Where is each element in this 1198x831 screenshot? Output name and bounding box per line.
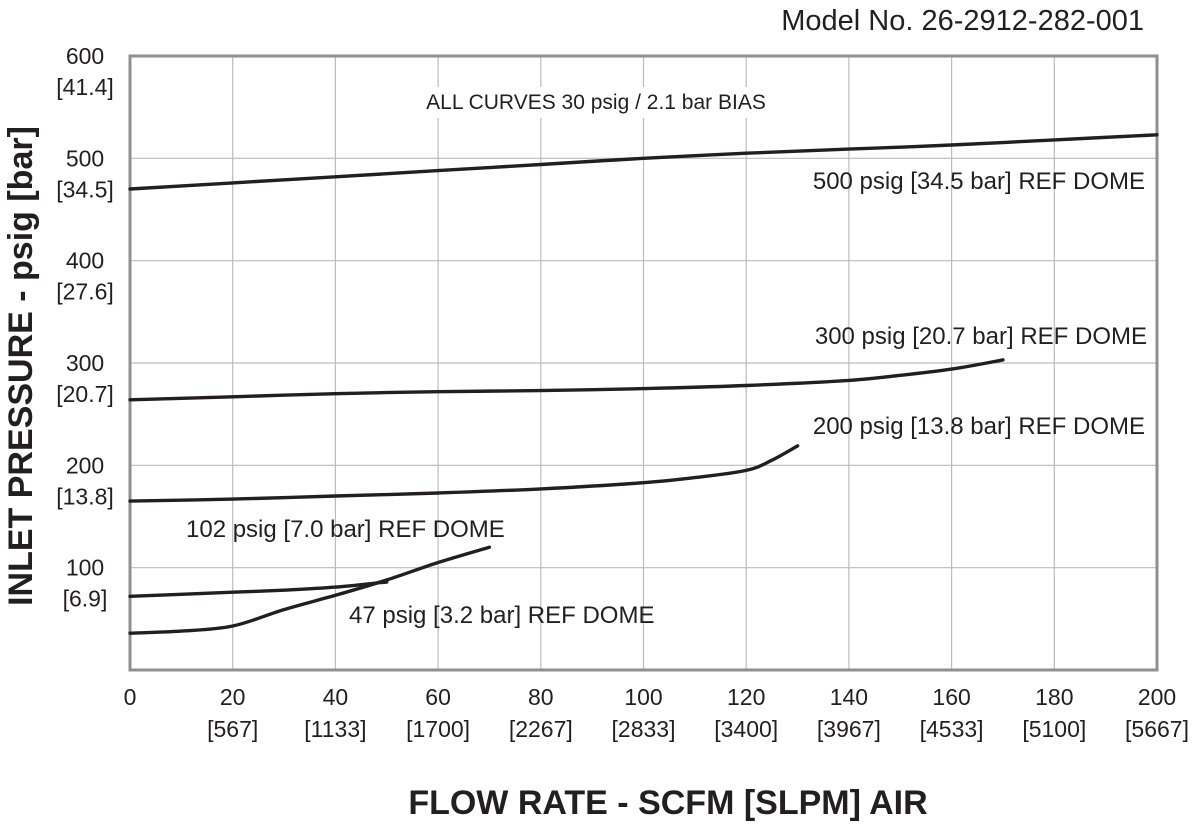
grid-lines [130,56,1157,670]
curve-label-0: 500 psig [34.5 bar] REF DOME [813,168,1145,195]
x-tick-label-3: 60 [425,684,451,710]
y-axis-title: INLET PRESSURE - psig [bar] [2,126,40,606]
x-tick-label-4: 80 [528,684,554,710]
x-tick-sublabel-8: [4533] [920,716,984,742]
x-tick-sublabel-7: [3967] [817,716,881,742]
axis-ticks: 0 20 [567] 40 [1133] 60 [1700] 80 [2267] 100 [2833… [56,43,1189,742]
y-tick-label-1: 200 [66,452,104,478]
y-tick-sublabel-5: [41.4] [56,74,114,100]
x-tick-label-0: 0 [124,684,137,710]
curve-1 [128,358,1005,402]
x-tick-label-6: 120 [727,684,765,710]
x-tick-sublabel-4: [2267] [509,716,573,742]
y-tick-sublabel-1: [13.8] [56,483,114,509]
curve-3 [128,580,389,598]
x-tick-sublabel-9: [5100] [1022,716,1086,742]
curve-label-3: 102 psig [7.0 bar] REF DOME [186,516,505,543]
curve-4 [128,545,492,635]
y-tick-label-0: 100 [66,555,104,581]
x-tick-label-5: 100 [624,684,662,710]
curve-2 [128,444,800,503]
x-tick-label-1: 20 [220,684,246,710]
x-tick-sublabel-6: [3400] [714,716,778,742]
x-tick-sublabel-5: [2833] [612,716,676,742]
x-tick-sublabel-3: [1700] [406,716,470,742]
y-tick-sublabel-0: [6.9] [63,586,108,612]
annotation-backdrop [420,87,772,118]
y-tick-label-5: 600 [66,43,104,69]
y-tick-sublabel-3: [27.6] [56,279,114,305]
bias-annotation: ALL CURVES 30 psig / 2.1 bar BIAS [426,91,766,114]
curve-label-4: 47 psig [3.2 bar] REF DOME [349,602,654,629]
x-tick-sublabel-2: [1133] [304,716,366,742]
plot-frame [128,54,1159,672]
curve-labels: 500 psig [34.5 bar] REF DOME 300 psig [20… [186,168,1147,629]
curve-label-1: 300 psig [20.7 bar] REF DOME [815,323,1147,350]
y-tick-label-4: 500 [66,145,104,171]
curves [128,133,1159,635]
x-tick-sublabel-10: [5667] [1125,716,1189,742]
x-tick-label-8: 160 [932,684,970,710]
y-tick-sublabel-4: [34.5] [56,176,114,202]
x-tick-label-9: 180 [1035,684,1073,710]
x-axis-title: FLOW RATE - SCFM [SLPM] AIR [408,784,927,822]
x-tick-label-7: 140 [830,684,868,710]
x-tick-label-2: 40 [323,684,349,710]
x-tick-label-10: 200 [1138,684,1176,710]
y-tick-label-2: 300 [66,350,104,376]
curve-label-2: 200 psig [13.8 bar] REF DOME [813,413,1145,440]
x-tick-sublabel-1: [567] [207,716,258,742]
model-number: Model No. 26-2912-282-001 [781,5,1144,37]
y-tick-label-3: 400 [66,248,104,274]
y-tick-sublabel-2: [20.7] [56,381,114,407]
curve-0 [128,133,1159,191]
